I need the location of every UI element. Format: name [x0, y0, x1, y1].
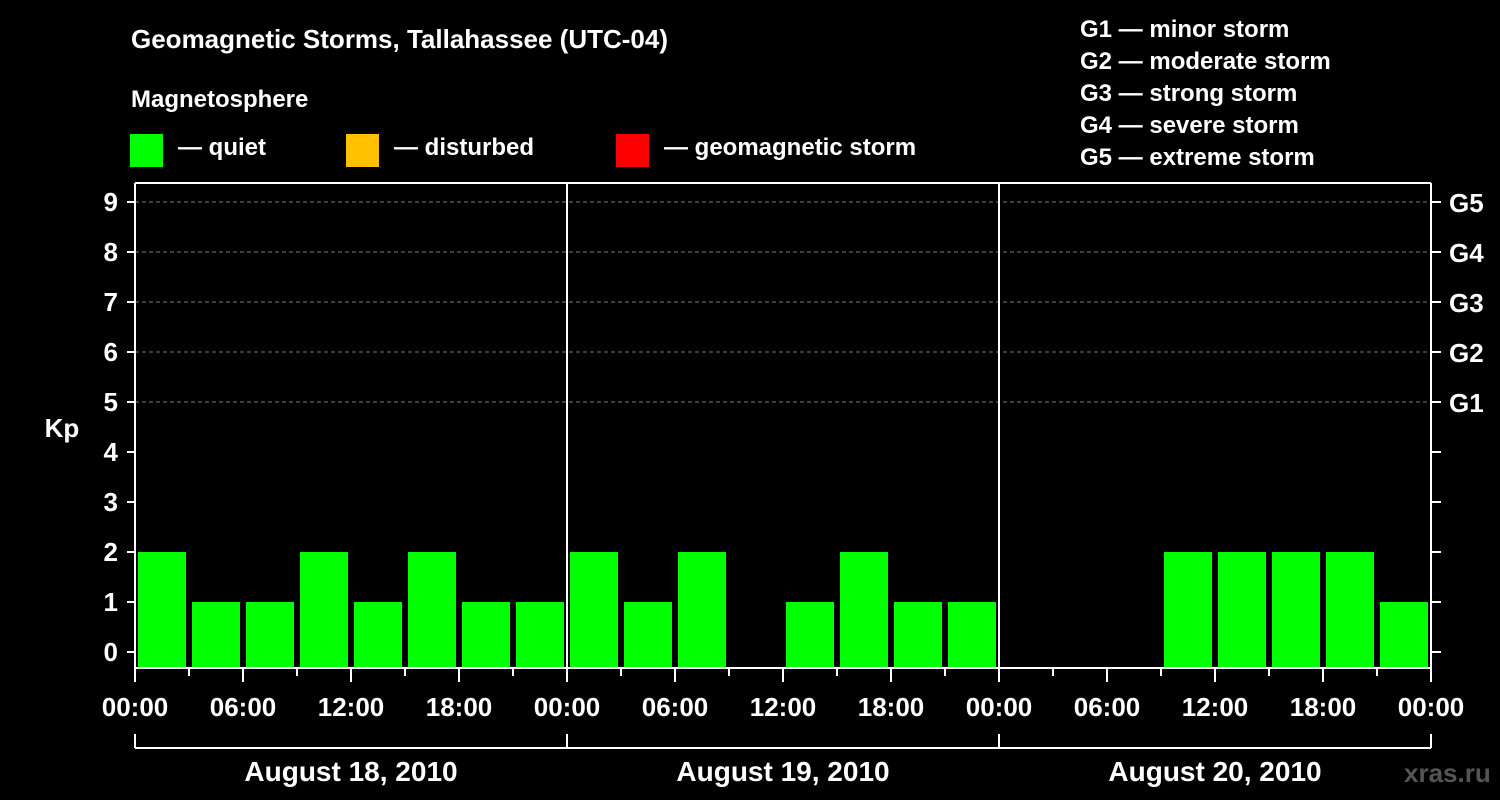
legend-label-disturbed: — disturbed [394, 134, 535, 161]
x-tick-label-1: 06:00 [210, 692, 277, 722]
bar-4 [354, 602, 402, 668]
y-tick-label-4: 4 [104, 437, 119, 467]
bar-1 [192, 602, 240, 668]
bar-3 [300, 552, 348, 668]
storm-scale-g2: G2 — moderate storm [1080, 48, 1331, 75]
legend-label-storm: — geomagnetic storm [664, 134, 917, 161]
bar-13 [840, 552, 888, 668]
legend-swatch-quiet [130, 134, 163, 167]
y-tick-label-9: 9 [104, 187, 118, 217]
day-label-1: August 19, 2010 [676, 756, 889, 787]
right-axis: G1 G2 G3 G4 G5 [1431, 188, 1484, 653]
right-label-g5: G5 [1449, 188, 1484, 218]
storm-scale-list: G1 — minor storm G2 — moderate storm G3 … [1080, 14, 1331, 174]
y-tick-label-0: 0 [104, 637, 118, 667]
bar-8 [570, 552, 618, 668]
bar-12 [786, 602, 834, 668]
bar-9 [624, 602, 672, 668]
x-tick-label-0: 00:00 [102, 692, 169, 722]
x-tick-label-9: 06:00 [1074, 692, 1141, 722]
y-tick-label-8: 8 [104, 237, 118, 267]
bar-7 [516, 602, 564, 668]
storm-scale-g4: G4 — severe storm [1080, 112, 1299, 139]
legend-swatch-disturbed [346, 134, 379, 167]
x-tick-label-6: 12:00 [750, 692, 817, 722]
right-label-g4: G4 [1449, 238, 1484, 268]
storm-scale-g1: G1 — minor storm [1080, 16, 1290, 43]
legend-swatch-storm [616, 134, 649, 167]
bar-19 [1164, 552, 1212, 668]
y-tick-label-2: 2 [104, 537, 118, 567]
storm-scale-g3: G3 — strong storm [1080, 80, 1298, 107]
y-axis: 0 1 2 3 4 5 6 7 8 9 [104, 187, 135, 667]
grid-lines [135, 201, 1431, 403]
bar-22 [1326, 552, 1374, 668]
y-tick-label-1: 1 [104, 587, 118, 617]
bar-6 [462, 602, 510, 668]
right-label-g2: G2 [1449, 338, 1484, 368]
bars [138, 552, 1428, 668]
y-axis-label: Kp [45, 413, 80, 443]
watermark: xras.ru [1404, 758, 1491, 788]
bar-10 [678, 552, 726, 668]
x-tick-label-4: 00:00 [534, 692, 601, 722]
x-tick-label-2: 12:00 [318, 692, 385, 722]
y-tick-label-3: 3 [104, 487, 118, 517]
bar-2 [246, 602, 294, 668]
bar-14 [894, 602, 942, 668]
chart-title: Geomagnetic Storms, Tallahassee (UTC-04) [131, 24, 669, 54]
legend-title: Magnetosphere [131, 86, 309, 113]
x-tick-label-5: 06:00 [642, 692, 709, 722]
bar-23 [1380, 602, 1428, 668]
day-label-2: August 20, 2010 [1108, 756, 1321, 787]
y-tick-label-5: 5 [104, 387, 118, 417]
y-tick-label-7: 7 [104, 287, 118, 317]
storm-scale-g5: G5 — extreme storm [1080, 144, 1315, 171]
bar-20 [1218, 552, 1266, 668]
bar-5 [408, 552, 456, 668]
x-tick-label-10: 12:00 [1182, 692, 1249, 722]
x-tick-label-11: 18:00 [1290, 692, 1357, 722]
x-tick-label-8: 00:00 [966, 692, 1033, 722]
day-label-0: August 18, 2010 [244, 756, 457, 787]
bar-15 [948, 602, 996, 668]
bar-0 [138, 552, 186, 668]
x-tick-label-12: 00:00 [1398, 692, 1465, 722]
legend-label-quiet: — quiet [178, 134, 266, 161]
bar-21 [1272, 552, 1320, 668]
x-tick-label-3: 18:00 [426, 692, 493, 722]
x-tick-label-7: 18:00 [858, 692, 925, 722]
y-tick-label-6: 6 [104, 337, 118, 367]
right-label-g3: G3 [1449, 288, 1484, 318]
x-axis: 00:00 06:00 12:00 18:00 00:00 06:00 12:00 18:00… [102, 668, 1465, 787]
right-label-g1: G1 [1449, 388, 1484, 418]
